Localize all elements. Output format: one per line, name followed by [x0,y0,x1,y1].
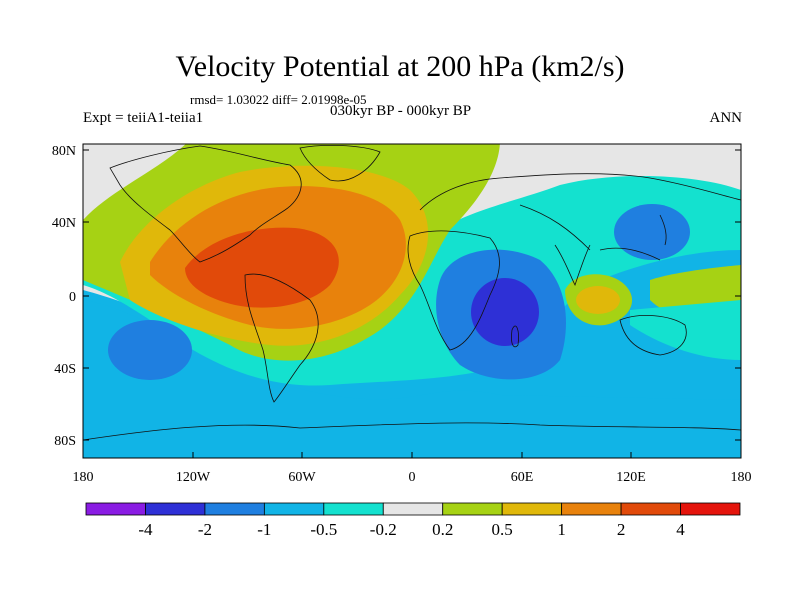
colorbar-swatch [323,502,384,516]
x-tick-label: 120E [616,470,646,485]
colorbar-label: -1 [257,520,271,539]
colorbar-swatch [85,502,146,516]
y-tick-label: 0 [69,290,76,305]
colorbar-label: -2 [198,520,212,539]
y-tick-label: 80S [54,434,76,449]
x-tick-label: 0 [409,470,416,485]
x-tick-label: 60W [288,470,316,485]
y-tick-label: 40S [54,362,76,377]
colorbar-label: 0.2 [432,520,453,539]
colorbar-swatch [204,502,265,516]
colorbar-label: -0.5 [310,520,337,539]
y-axis-labels: 80N 40N 0 40S 80S [52,144,76,449]
colorbar-swatch [145,502,206,516]
x-axis-labels: 180 120W 60W 0 60E 120E 180 [73,470,752,485]
contour-fill [83,144,741,458]
colorbar-label: 4 [676,520,685,539]
colorbar-swatch [382,502,444,516]
x-tick-label: 60E [511,470,534,485]
x-tick-label: 120W [176,470,211,485]
y-tick-marks [83,149,741,441]
colorbar [85,502,741,516]
y-tick-label: 80N [52,144,76,159]
colorbar-label: 2 [617,520,626,539]
colorbar-label: -4 [138,520,153,539]
period-label: 030kyr BP - 000kyr BP [330,103,472,119]
colorbar-label: 0.5 [492,520,513,539]
colorbar-swatch [561,502,622,516]
x-tick-label: 180 [73,470,94,485]
colorbar-label: 1 [557,520,566,539]
y-tick-label: 40N [52,216,76,231]
coastlines [83,144,741,441]
colorbar-swatch [501,502,563,516]
colorbar-label: -0.2 [370,520,397,539]
colorbar-swatch [680,502,741,516]
colorbar-swatch [263,502,325,516]
colorbar-swatch [442,502,503,516]
x-tick-label: 180 [731,470,752,485]
map-title: Velocity Potential at 200 hPa (km2/s) [175,50,625,83]
x-tick-marks [82,452,742,458]
colorbar-swatch [620,502,681,516]
experiment-label: Expt = teiiA1-teiia1 [83,110,204,126]
season-label: ANN [709,110,743,126]
stats-label: rmsd= 1.03022 diff= 2.01998e-05 [190,92,367,107]
colorbar-labels: -4 -2 -1 -0.5 -0.2 0.2 0.5 1 2 4 [138,520,685,539]
